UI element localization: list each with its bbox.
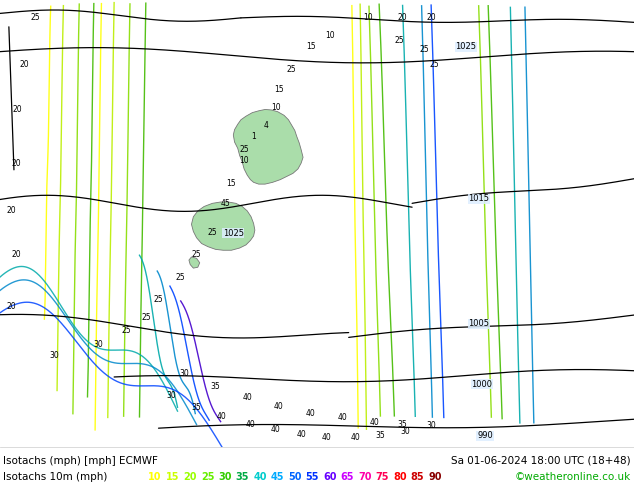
Text: 40: 40 bbox=[350, 434, 360, 442]
Text: 25: 25 bbox=[207, 228, 217, 237]
Text: 40: 40 bbox=[369, 418, 379, 427]
Text: 25: 25 bbox=[287, 65, 297, 74]
Text: 35: 35 bbox=[375, 431, 385, 440]
Text: 25: 25 bbox=[420, 45, 430, 54]
Text: 1000: 1000 bbox=[471, 380, 493, 389]
Text: 25: 25 bbox=[429, 60, 439, 69]
Text: 25: 25 bbox=[30, 13, 40, 23]
Text: 35: 35 bbox=[210, 382, 221, 391]
Text: 20: 20 bbox=[6, 302, 16, 311]
Text: 15: 15 bbox=[226, 179, 236, 188]
Text: 20: 20 bbox=[11, 159, 21, 168]
Text: 20: 20 bbox=[19, 60, 29, 69]
Text: 45: 45 bbox=[220, 199, 230, 208]
Text: 35: 35 bbox=[191, 403, 202, 412]
Text: 25: 25 bbox=[122, 326, 132, 335]
Text: 15: 15 bbox=[165, 472, 179, 482]
Text: 60: 60 bbox=[323, 472, 337, 482]
Text: 20: 20 bbox=[426, 13, 436, 23]
Text: 50: 50 bbox=[288, 472, 302, 482]
Text: Isotachs 10m (mph): Isotachs 10m (mph) bbox=[3, 472, 107, 482]
Text: 40: 40 bbox=[242, 393, 252, 402]
Polygon shape bbox=[189, 257, 200, 268]
Text: 35: 35 bbox=[398, 420, 408, 429]
Text: 40: 40 bbox=[306, 409, 316, 418]
Text: 30: 30 bbox=[166, 391, 176, 400]
Text: 40: 40 bbox=[337, 414, 347, 422]
Text: 35: 35 bbox=[236, 472, 249, 482]
Text: 40: 40 bbox=[274, 402, 284, 411]
Text: 990: 990 bbox=[477, 431, 493, 440]
Polygon shape bbox=[233, 109, 303, 184]
Polygon shape bbox=[191, 202, 255, 250]
Text: 25: 25 bbox=[153, 295, 164, 304]
Text: 25: 25 bbox=[201, 472, 214, 482]
Text: Sa 01-06-2024 18:00 UTC (18+48): Sa 01-06-2024 18:00 UTC (18+48) bbox=[451, 456, 631, 466]
Text: 40: 40 bbox=[217, 412, 227, 421]
Text: 80: 80 bbox=[393, 472, 407, 482]
Text: 25: 25 bbox=[141, 313, 151, 322]
Text: 30: 30 bbox=[49, 351, 59, 360]
Text: 70: 70 bbox=[358, 472, 372, 482]
Text: 30: 30 bbox=[426, 421, 436, 430]
Text: 30: 30 bbox=[218, 472, 232, 482]
Text: 55: 55 bbox=[306, 472, 320, 482]
Text: 20: 20 bbox=[6, 205, 16, 215]
Text: 1005: 1005 bbox=[468, 319, 489, 328]
Text: 30: 30 bbox=[401, 427, 411, 436]
Text: 45: 45 bbox=[271, 472, 284, 482]
Text: 20: 20 bbox=[11, 250, 21, 259]
Text: 10: 10 bbox=[148, 472, 162, 482]
Text: 1025: 1025 bbox=[455, 43, 477, 51]
Text: 40: 40 bbox=[321, 433, 332, 441]
Text: 15: 15 bbox=[274, 85, 284, 94]
Text: 25: 25 bbox=[239, 145, 249, 154]
Text: 10: 10 bbox=[271, 103, 281, 112]
Text: 1025: 1025 bbox=[223, 229, 244, 238]
Text: 65: 65 bbox=[340, 472, 354, 482]
Text: 40: 40 bbox=[271, 425, 281, 435]
Text: 20: 20 bbox=[398, 13, 408, 23]
Text: 75: 75 bbox=[376, 472, 389, 482]
Text: 30: 30 bbox=[179, 368, 189, 378]
Text: 85: 85 bbox=[411, 472, 424, 482]
Text: 15: 15 bbox=[306, 43, 316, 51]
Text: 25: 25 bbox=[394, 36, 404, 45]
Text: 1015: 1015 bbox=[468, 195, 489, 203]
Text: 10: 10 bbox=[325, 31, 335, 40]
Text: ©weatheronline.co.uk: ©weatheronline.co.uk bbox=[515, 472, 631, 482]
Text: 25: 25 bbox=[176, 272, 186, 282]
Text: 20: 20 bbox=[183, 472, 197, 482]
Text: 40: 40 bbox=[253, 472, 267, 482]
Text: 20: 20 bbox=[13, 105, 23, 114]
Text: 30: 30 bbox=[93, 340, 103, 348]
Text: 1: 1 bbox=[251, 132, 256, 141]
Text: 10: 10 bbox=[239, 156, 249, 166]
Text: 40: 40 bbox=[296, 430, 306, 439]
Text: 25: 25 bbox=[191, 250, 202, 259]
Text: 90: 90 bbox=[428, 472, 442, 482]
Text: 40: 40 bbox=[245, 420, 256, 429]
Text: 10: 10 bbox=[363, 13, 373, 23]
Text: Isotachs (mph) [mph] ECMWF: Isotachs (mph) [mph] ECMWF bbox=[3, 456, 158, 466]
Text: 4: 4 bbox=[264, 121, 269, 130]
